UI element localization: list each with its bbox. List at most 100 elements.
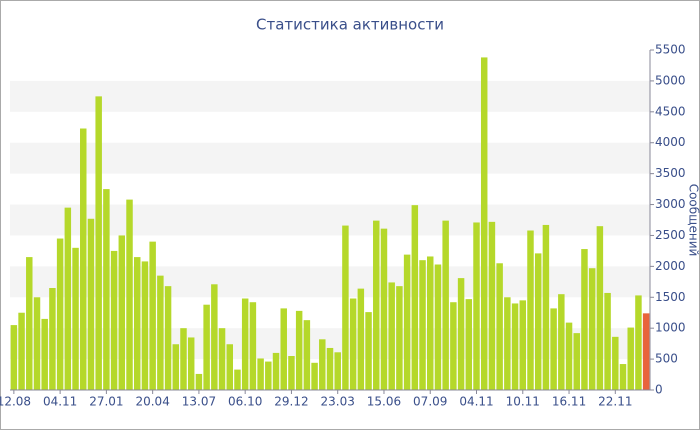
bar — [619, 364, 627, 390]
bar — [326, 347, 334, 390]
bar — [187, 337, 195, 390]
bar — [450, 302, 457, 390]
x-tick-label: 10.11 — [506, 395, 540, 409]
bar — [411, 205, 419, 390]
bar — [434, 264, 442, 390]
bar — [480, 57, 488, 390]
grid-band — [10, 142, 650, 174]
x-tick-label: 29.12 — [274, 395, 308, 409]
bar — [504, 297, 511, 390]
bar — [95, 96, 102, 390]
y-axis-label: Сообщений — [687, 184, 700, 257]
bar — [56, 238, 64, 390]
x-tick-label: 27.01 — [89, 395, 123, 409]
bar — [342, 225, 349, 390]
y-tick-label: 2500 — [655, 228, 686, 242]
bar — [588, 268, 596, 390]
bar — [211, 284, 218, 390]
y-tick-label: 4000 — [655, 135, 686, 149]
bar — [295, 310, 303, 390]
bar — [311, 362, 318, 390]
bar — [26, 257, 33, 390]
bar — [10, 325, 18, 390]
y-tick-label: 3000 — [655, 197, 686, 211]
bar — [457, 278, 465, 390]
y-tick-label: 5000 — [655, 73, 686, 87]
bar — [64, 207, 72, 390]
y-tick-label: 0 — [655, 383, 663, 397]
x-tick-label: 22.11 — [598, 395, 632, 409]
bar — [365, 312, 372, 390]
y-tick-label: 5500 — [655, 43, 686, 57]
y-tick-label: 1500 — [655, 290, 686, 304]
bar — [519, 300, 527, 390]
bar — [473, 222, 480, 390]
bar — [303, 320, 311, 390]
bar — [442, 220, 449, 390]
bar — [157, 275, 164, 390]
x-tick-label: 15.06 — [367, 395, 401, 409]
grid-band — [10, 80, 650, 112]
x-tick-label: 13.07 — [182, 395, 216, 409]
bar — [319, 339, 326, 390]
bar — [265, 361, 272, 390]
bar — [565, 322, 573, 390]
bar — [642, 313, 650, 390]
bar — [241, 298, 249, 390]
bar — [133, 257, 141, 390]
bar — [110, 250, 118, 390]
bar — [558, 294, 565, 390]
y-tick-label: 4500 — [655, 104, 686, 118]
bar — [141, 261, 149, 390]
bar — [49, 288, 56, 390]
bar — [403, 254, 411, 390]
bar — [488, 221, 496, 390]
bar — [288, 356, 295, 390]
bar — [550, 308, 557, 390]
bar — [627, 327, 634, 390]
bar — [249, 302, 257, 390]
bar — [380, 228, 388, 390]
bar — [164, 286, 172, 390]
bar — [80, 128, 87, 390]
bar — [612, 336, 619, 390]
bar — [581, 249, 588, 390]
bar — [18, 312, 25, 390]
x-tick-label: 07.09 — [413, 395, 447, 409]
bar — [195, 373, 203, 390]
bar — [496, 263, 503, 390]
x-tick-label: 04.11 — [459, 395, 493, 409]
bar — [218, 328, 226, 390]
bar — [388, 282, 395, 390]
bar — [126, 199, 133, 390]
x-tick-label: 12.08 — [0, 395, 31, 409]
bar — [118, 235, 126, 390]
x-tick-label: 16.11 — [552, 395, 586, 409]
bar — [573, 333, 580, 390]
bar — [272, 352, 280, 390]
y-tick-label: 3500 — [655, 166, 686, 180]
bar — [234, 369, 241, 390]
bar — [419, 260, 426, 390]
bar — [534, 253, 542, 390]
bar — [257, 358, 264, 390]
bar — [41, 318, 48, 390]
bar — [596, 226, 604, 390]
bar — [527, 230, 534, 390]
chart-title: Статистика активности — [256, 16, 444, 34]
bar — [542, 224, 550, 390]
bar — [511, 303, 519, 390]
y-tick-label: 500 — [655, 352, 678, 366]
x-tick-label: 06.10 — [228, 395, 262, 409]
bar — [427, 256, 434, 390]
bar — [180, 328, 187, 390]
bar — [349, 298, 357, 390]
bar — [72, 247, 79, 390]
bar — [396, 286, 403, 390]
bar — [334, 352, 341, 390]
bar — [203, 304, 210, 390]
bar — [357, 288, 365, 390]
bar — [87, 218, 95, 390]
bar — [226, 344, 233, 390]
